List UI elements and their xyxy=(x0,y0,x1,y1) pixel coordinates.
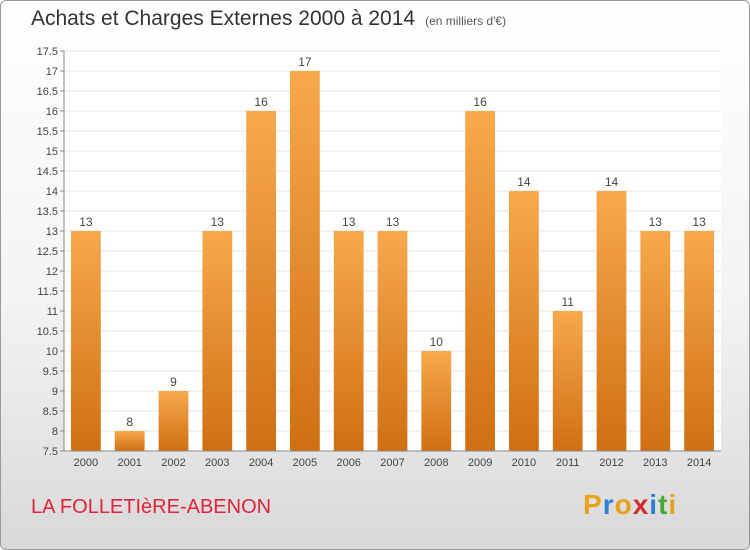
y-tick-label: 10 xyxy=(46,346,58,358)
x-tick-label: 2004 xyxy=(249,457,273,469)
bar-value-label: 16 xyxy=(473,95,487,109)
bar xyxy=(290,71,320,451)
x-tick-label: 2012 xyxy=(599,457,623,469)
proxiti-logo: Proxiti xyxy=(583,489,677,521)
x-tick-label: 2002 xyxy=(161,457,185,469)
y-tick-label: 16.5 xyxy=(37,86,58,98)
y-tick-label: 16 xyxy=(46,106,58,118)
logo-letter: x xyxy=(632,489,650,520)
y-tick-label: 7.5 xyxy=(43,446,58,458)
logo-letter: t xyxy=(658,489,669,520)
bar xyxy=(158,391,189,451)
y-tick-label: 13.5 xyxy=(37,206,58,218)
x-tick-label: 2007 xyxy=(380,457,404,469)
bar xyxy=(465,111,495,451)
bar xyxy=(596,191,627,451)
bar xyxy=(246,111,276,451)
bar xyxy=(71,231,101,451)
bars: 13 8 9 13 16 17 13 13 10 16 14 11 14 13 13 xyxy=(71,55,714,451)
bar xyxy=(377,231,408,451)
x-tick-label: 2003 xyxy=(205,457,229,469)
bar-value-label: 13 xyxy=(211,215,225,229)
y-tick-label: 13 xyxy=(46,226,58,238)
bar-value-label: 8 xyxy=(126,415,133,429)
bar xyxy=(640,231,671,451)
logo-letter: i xyxy=(649,489,659,520)
bar xyxy=(552,311,583,451)
bar-value-label: 13 xyxy=(79,215,93,229)
bar-value-label: 11 xyxy=(561,295,574,309)
bar xyxy=(684,231,714,451)
y-tick-label: 11.5 xyxy=(37,286,58,298)
x-tick-label: 2006 xyxy=(336,457,360,469)
x-tick-label: 2010 xyxy=(512,457,536,469)
y-tick-label: 12.5 xyxy=(37,246,58,258)
y-tick-label: 11 xyxy=(47,306,58,318)
x-tick-label: 2009 xyxy=(468,457,492,469)
bar xyxy=(509,191,539,451)
bar xyxy=(333,231,364,451)
chart-title: Achats et Charges Externes 2000 à 2014 xyxy=(31,7,416,30)
logo-letter: r xyxy=(602,489,615,520)
bar-value-label: 14 xyxy=(517,175,531,189)
y-tick-label: 14 xyxy=(46,186,58,198)
y-tick-label: 8 xyxy=(52,426,58,438)
y-tick-label: 9 xyxy=(52,386,58,398)
bar-value-label: 13 xyxy=(649,215,663,229)
x-tick-label: 2013 xyxy=(643,457,667,469)
x-tick-label: 2011 xyxy=(556,457,580,469)
y-axis: 7.5 8 8.5 9 9.5 10 10.5 11 11.5 12 12.5 13 13.5 14 14.… xyxy=(37,46,65,458)
y-tick-label: 17 xyxy=(46,66,58,78)
bar-value-label: 14 xyxy=(605,175,619,189)
bar-value-label: 13 xyxy=(386,215,400,229)
y-tick-label: 14.5 xyxy=(37,166,58,178)
bar-value-label: 17 xyxy=(298,55,312,69)
bar xyxy=(202,231,233,451)
logo-letter: o xyxy=(614,489,633,520)
bar-value-label: 13 xyxy=(692,215,706,229)
x-tick-label: 2014 xyxy=(687,457,711,469)
bar-value-label: 10 xyxy=(430,335,444,349)
x-axis: 2000 2001 2002 2003 2004 2005 2006 2007 2008 2009… xyxy=(64,450,721,469)
y-tick-label: 10.5 xyxy=(37,326,58,338)
x-tick-label: 2005 xyxy=(293,457,317,469)
logo-letter: i xyxy=(668,489,678,520)
chart-unit: (en milliers d'€) xyxy=(425,14,507,28)
y-tick-label: 9.5 xyxy=(43,366,58,378)
logo-letter: P xyxy=(583,489,603,520)
y-tick-label: 15 xyxy=(46,146,58,158)
x-tick-label: 2000 xyxy=(74,457,98,469)
bar-value-label: 13 xyxy=(342,215,356,229)
x-tick-label: 2008 xyxy=(424,457,448,469)
y-tick-label: 8.5 xyxy=(43,406,58,418)
y-tick-label: 15.5 xyxy=(37,126,58,138)
y-tick-label: 12 xyxy=(46,266,58,278)
x-tick-label: 2001 xyxy=(117,457,141,469)
chart-title-row: Achats et Charges Externes 2000 à 2014 (e… xyxy=(31,7,506,31)
bar-value-label: 9 xyxy=(170,375,177,389)
y-tick-label: 17.5 xyxy=(37,46,58,58)
bar xyxy=(114,431,145,451)
commune-name: LA FOLLETIèRE-ABENON xyxy=(31,496,272,518)
bar xyxy=(421,351,452,451)
bar-value-label: 16 xyxy=(254,95,268,109)
